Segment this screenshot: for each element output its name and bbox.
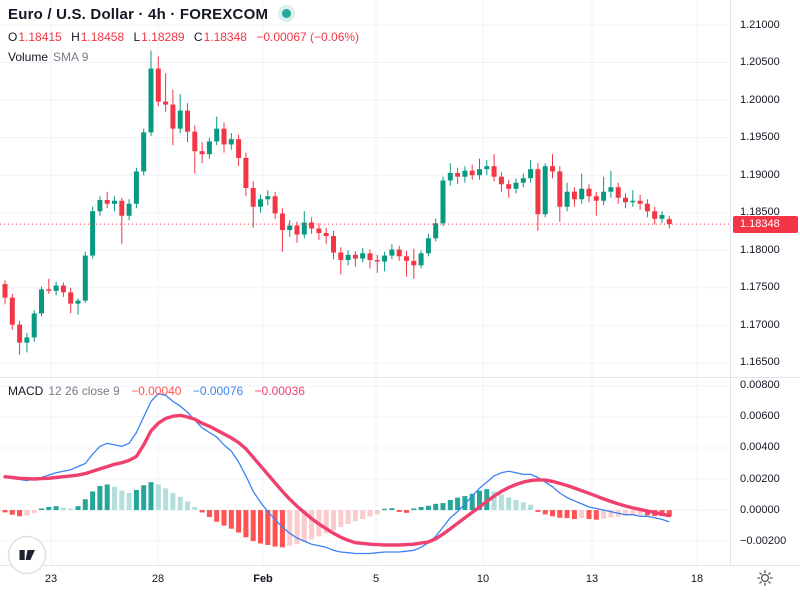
volume-label[interactable]: Volume <box>8 50 49 64</box>
high-value: 1.18458 <box>80 30 125 44</box>
macd-indicator-label[interactable]: MACD <box>8 384 44 398</box>
volume-sma-label[interactable]: SMA 9 <box>53 50 89 64</box>
market-status-dot-icon[interactable] <box>282 9 292 18</box>
open-label: O <box>8 30 18 44</box>
macd-params: 12 26 close 9 <box>48 384 120 398</box>
close-label: C <box>193 30 203 44</box>
price-axis-label: 1.19000 <box>740 168 780 181</box>
price-chart-canvas <box>0 0 730 377</box>
pane-separator[interactable] <box>0 377 800 378</box>
macd-chart-canvas <box>0 378 730 565</box>
price-axis-label: 1.18500 <box>740 206 780 219</box>
macd-axis-label: −0.00200 <box>740 534 787 547</box>
macd-axis-label: 0.00600 <box>740 410 780 423</box>
time-axis[interactable]: 23 28 Feb 5 10 13 18 <box>0 565 800 600</box>
macd-axis-label: 0.00800 <box>740 379 780 392</box>
macd-axis-label: 0.00000 <box>740 503 780 516</box>
price-axis[interactable]: 1.18348 1.21000 1.20500 1.20000 1.19500 1.19… <box>730 0 800 565</box>
last-price-chip: 1.18348 <box>733 215 798 233</box>
high-label: H <box>71 30 80 44</box>
time-axis-label: 10 <box>476 573 490 585</box>
time-axis-label: 5 <box>372 573 380 585</box>
time-axis-label: 28 <box>151 573 165 585</box>
macd-axis-label: 0.00400 <box>740 441 780 454</box>
price-axis-label: 1.17000 <box>740 318 780 331</box>
symbol-title[interactable]: Euro / U.S. Dollar · 4h · FOREXCOM <box>8 6 269 23</box>
price-axis-label: 1.17500 <box>740 281 780 294</box>
price-axis-label: 1.19500 <box>740 131 780 144</box>
volume-legend: Volume SMA 9 <box>8 50 359 64</box>
price-axis-label: 1.21000 <box>740 18 780 31</box>
close-value: 1.18348 <box>203 30 247 44</box>
change-value: −0.00067 (−0.06%) <box>256 30 360 44</box>
price-axis-label: 1.16500 <box>740 356 780 369</box>
time-axis-label: 13 <box>585 573 599 585</box>
macd-axis-label: 0.00200 <box>740 472 780 485</box>
open-value: 1.18415 <box>18 30 62 44</box>
low-value: 1.18289 <box>141 30 185 44</box>
price-axis-label: 1.20000 <box>740 93 780 106</box>
macd-pane[interactable] <box>0 378 730 565</box>
price-axis-label: 1.20500 <box>740 56 780 69</box>
low-label: L <box>133 30 141 44</box>
macd-histogram-value: −0.00040 <box>131 384 182 398</box>
time-axis-label: Feb <box>253 573 273 585</box>
time-axis-label: 23 <box>44 573 58 585</box>
symbol-legend: Euro / U.S. Dollar · 4h · FOREXCOM O1.18… <box>8 6 359 64</box>
tradingview-logo-icon[interactable] <box>7 535 47 580</box>
ohlc-readout: O1.18415 H1.18458 L1.18289 C1.18348 −0.0… <box>8 30 359 44</box>
macd-signal-value: −0.00036 <box>254 384 305 398</box>
macd-legend: MACD 12 26 close 9 −0.00040 −0.00076 −0.0… <box>8 384 305 398</box>
price-axis-label: 1.18000 <box>740 243 780 256</box>
macd-line-value: −0.00076 <box>192 384 244 398</box>
time-axis-label: 18 <box>690 573 704 585</box>
settings-gear-icon[interactable] <box>756 569 774 592</box>
price-pane[interactable] <box>0 0 730 377</box>
